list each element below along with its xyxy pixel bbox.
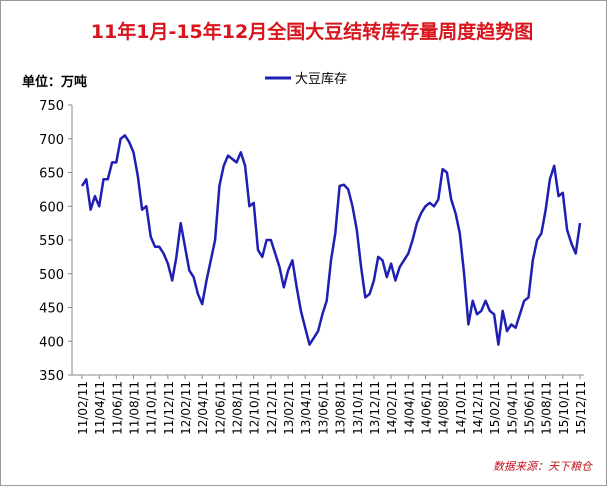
x-tick-label: 15/12/11: [574, 381, 588, 435]
x-tick-label: 15/08/11: [540, 381, 554, 435]
x-tick-label: 15/04/11: [505, 381, 519, 435]
x-tick-label: 13/10/11: [351, 381, 365, 435]
source: 数据来源：天下粮仓: [493, 460, 593, 473]
legend-label: 大豆库存: [295, 71, 347, 87]
x-tick-label: 12/10/11: [248, 381, 262, 435]
data-line: [80, 134, 582, 346]
chart-title: 11年1月-15年12月全国大豆结转库存量周度趋势图: [91, 20, 533, 43]
y-tick-label: 650: [39, 167, 64, 182]
y-tick-label: 750: [39, 99, 64, 114]
x-tick-label: 13/04/11: [299, 381, 313, 435]
x-tick-label: 13/06/11: [316, 381, 330, 435]
x-tick-label: 14/08/11: [437, 381, 451, 435]
x-tick-label: 15/06/11: [522, 381, 536, 435]
x-tick-label: 12/08/11: [231, 381, 245, 435]
y-tick-label: 500: [39, 268, 64, 283]
x-tick-label: 11/10/11: [145, 381, 159, 435]
y-tick-label: 600: [39, 200, 64, 215]
y-tick-label: 450: [39, 302, 64, 317]
x-tick-label: 11/12/11: [162, 381, 176, 435]
x-tick-label: 11/04/11: [93, 381, 107, 435]
y-tick-label: 350: [39, 369, 64, 384]
x-tick-label: 13/08/11: [334, 381, 348, 435]
x-tick-label: 14/02/11: [385, 381, 399, 435]
x-tick-label: 14/06/11: [419, 381, 433, 435]
x-tick-label: 12/12/11: [265, 381, 279, 435]
x-tick-label: 12/06/11: [213, 381, 227, 435]
x-tick-label: 13/02/11: [282, 381, 296, 435]
x-tick-label: 14/12/11: [471, 381, 485, 435]
y-axis-label: 单位：万吨: [22, 74, 87, 90]
x-tick-label: 12/02/11: [179, 381, 193, 435]
y-tick-label: 550: [39, 234, 64, 249]
x-tick-label: 15/02/11: [488, 381, 502, 435]
y-tick-label: 400: [39, 335, 64, 350]
x-tick-label: 11/08/11: [128, 381, 142, 435]
x-tick-label: 11/06/11: [110, 381, 124, 435]
x-tick-label: 12/04/11: [196, 381, 210, 435]
x-tick-label: 11/02/11: [76, 381, 90, 435]
x-tick-label: 14/10/11: [454, 381, 468, 435]
y-tick-label: 700: [39, 133, 64, 148]
x-tick-label: 13/12/11: [368, 381, 382, 435]
x-tick-label: 14/04/11: [402, 381, 416, 435]
x-tick-label: 15/10/11: [557, 381, 571, 435]
